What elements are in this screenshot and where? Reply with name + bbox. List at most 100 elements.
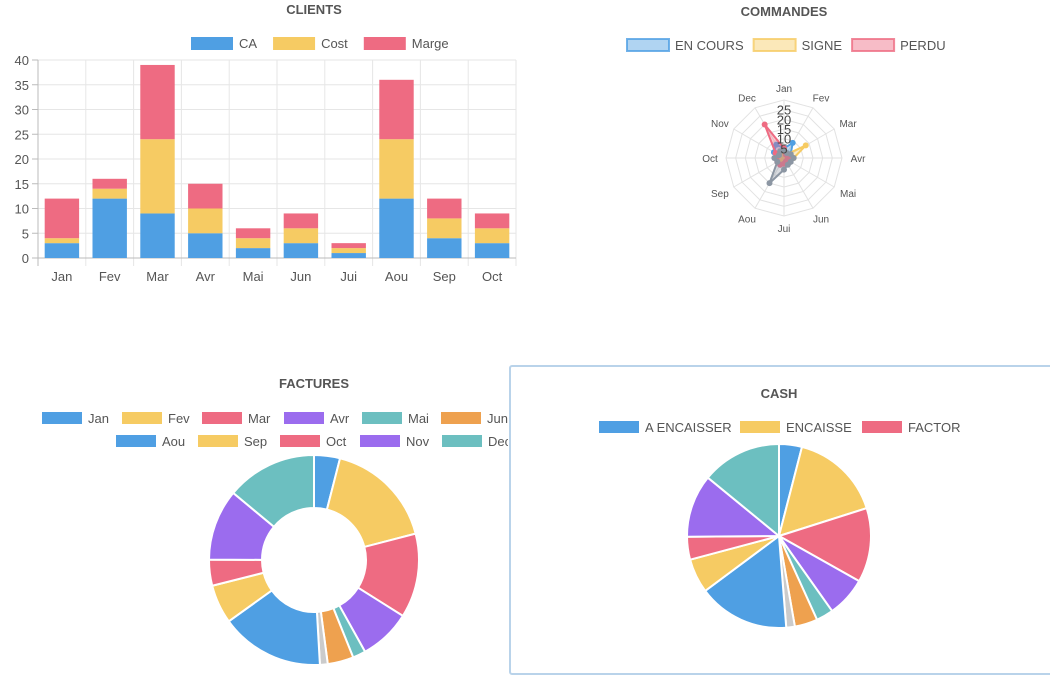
radar-tick-label: 25: [777, 103, 791, 118]
factures-chart-title: FACTURES: [278, 376, 350, 391]
legend-swatch: [42, 412, 82, 424]
bar-marge-sep: [427, 198, 462, 219]
legend-swatch: [599, 421, 639, 433]
legend-label: A ENCAISSER: [645, 420, 732, 435]
bar-marge-oct: [474, 213, 510, 229]
legend-swatch: [122, 412, 162, 424]
legend-label: Dec: [488, 434, 508, 449]
x-tick-label: Fev: [99, 269, 121, 284]
pie-slice-fev: [325, 457, 417, 549]
legend-label: Fev: [168, 411, 190, 426]
cash-chart-title: CASH: [760, 386, 798, 401]
bar-cost-oct: [474, 228, 510, 244]
bar-cost-avr: [188, 208, 223, 234]
x-tick-label: Oct: [482, 269, 503, 284]
x-tick-label: Jan: [51, 269, 72, 284]
x-tick-label: Jun: [290, 269, 311, 284]
bar-cost-mai: [235, 238, 271, 249]
radar-point: [771, 155, 778, 161]
x-tick-label: Aou: [385, 269, 408, 284]
radar-point: [773, 141, 780, 148]
x-tick-label: Jui: [340, 269, 357, 284]
legend-label: FACTOR: [908, 420, 961, 435]
bar-ca-aou: [379, 198, 414, 258]
pie-slice-dec: [231, 453, 315, 529]
bar-cost-aou: [379, 139, 414, 199]
bar-marge-aou: [379, 79, 414, 140]
legend-label: Oct: [326, 434, 347, 449]
legend-label: Aou: [162, 434, 185, 449]
legend-swatch-marge: [363, 37, 406, 50]
radar-point: [766, 180, 773, 187]
y-tick-label: 5: [22, 226, 29, 241]
bar-ca-jui: [331, 253, 366, 258]
radar-point-label: Avr: [851, 154, 866, 165]
radar-tick-label: 10: [777, 132, 791, 147]
bar-marge-mai: [235, 228, 271, 239]
x-tick-label: Sep: [433, 269, 456, 284]
y-tick-label: 25: [15, 127, 29, 142]
radar-point: [761, 121, 768, 128]
bar-cost-fev: [92, 188, 127, 199]
bar-ca-mar: [140, 213, 175, 258]
radar-point-label: Dec: [738, 93, 756, 104]
radar-point: [784, 161, 791, 168]
bar-ca-fev: [92, 198, 127, 258]
y-tick-label: 10: [15, 202, 29, 217]
pie-slice: [777, 445, 868, 538]
legend-swatch: [862, 421, 902, 433]
bar-cost-jui: [331, 248, 366, 254]
legend-swatch: [740, 421, 780, 433]
radar-point: [789, 139, 796, 146]
legend-swatch: [360, 435, 400, 447]
x-tick-label: Avr: [196, 269, 216, 284]
bar-marge-jan: [44, 198, 80, 239]
legend-label: SIGNE: [802, 38, 843, 53]
legend-label-marge: Marge: [412, 36, 449, 51]
y-tick-label: 15: [15, 177, 29, 192]
legend-swatch: [116, 435, 156, 447]
bar-marge-avr: [188, 183, 223, 209]
legend-label: EN COURS: [675, 38, 744, 53]
legend-swatch-ca: [191, 37, 233, 50]
legend-swatch: [752, 38, 797, 52]
pie-slice: [776, 506, 872, 583]
bar-marge-jui: [331, 243, 366, 249]
pie-slice: [706, 442, 780, 539]
bar-marge-fev: [92, 178, 127, 189]
radar-point-label: Fev: [813, 93, 830, 104]
radar-point-label: Oct: [702, 154, 718, 165]
bar-ca-mai: [235, 248, 271, 258]
radar-point-label: Jui: [778, 224, 791, 235]
radar-tick-label: 20: [777, 112, 791, 127]
bar-cost-sep: [427, 218, 462, 239]
legend-swatch: [362, 412, 402, 424]
bar-cost-mar: [140, 139, 175, 214]
legend-label: Mar: [248, 411, 271, 426]
bar-marge-mar: [140, 64, 175, 140]
radar-spoke: [783, 107, 814, 159]
legend-swatch: [851, 38, 896, 52]
factures-donut-chart: Jan Fev Mar Avr Mai Jun Aou Sep Oct Nov Dec: [42, 411, 508, 666]
legend-label: Nov: [406, 434, 430, 449]
bar-ca-avr: [188, 233, 223, 258]
radar-point-label: Jan: [776, 84, 792, 95]
legend-swatch-cost: [273, 37, 316, 50]
x-tick-label: Mar: [146, 269, 169, 284]
bar-marge-jun: [283, 213, 319, 229]
radar-point-label: Jun: [813, 215, 829, 226]
legend-swatch: [202, 412, 242, 424]
bar-ca-sep: [427, 238, 462, 258]
radar-point: [802, 142, 809, 149]
radar-point-label: Sep: [711, 189, 729, 200]
radar-point-label: Aou: [738, 215, 756, 226]
radar-point-label: Mar: [839, 119, 857, 130]
y-tick-label: 0: [22, 251, 29, 266]
bar-cost-jun: [283, 228, 319, 244]
y-tick-label: 20: [15, 152, 29, 167]
radar-point: [781, 166, 787, 173]
legend-swatch: [280, 435, 320, 447]
bar-cost-jan: [44, 238, 80, 244]
pie-slice: [703, 534, 788, 629]
legend-label: Jun: [487, 411, 508, 426]
